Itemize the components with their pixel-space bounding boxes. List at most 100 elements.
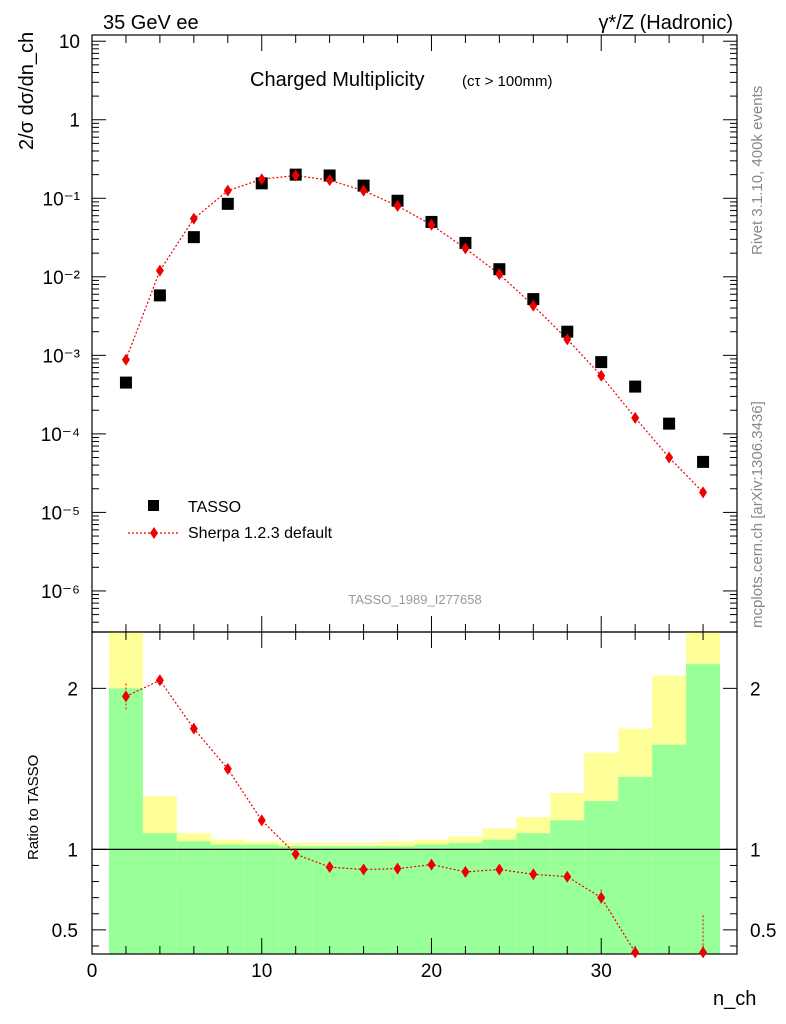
ratio-band-green (210, 844, 245, 954)
main-axis-ticks: 10⁻⁶ 10⁻⁵ 10⁻⁴ 10⁻³ 10⁻² 10⁻¹ 1 10 (41, 32, 738, 633)
ratio-band-green (516, 833, 551, 954)
ratio-band-green (686, 664, 721, 954)
sherpa-point (699, 486, 708, 499)
ratio-point (155, 674, 164, 687)
rivet-label: Rivet 3.1.10, 400k events (749, 86, 766, 255)
sherpa-point (665, 451, 674, 464)
mcplots-label: mcplots.cern.ch [arXiv:1306.3436] (749, 401, 766, 628)
y-tick-label: 10⁻⁶ (41, 582, 80, 603)
x-tick-label: 10 (251, 961, 272, 982)
ratio-plot-frame (91, 631, 738, 955)
ratio-line (125, 679, 636, 953)
sherpa-point (223, 184, 232, 197)
ratio-band-green (584, 801, 619, 954)
ratio-point (699, 946, 708, 959)
ratio-point (189, 722, 198, 735)
ratio-point (359, 863, 368, 876)
ratio-point (393, 862, 402, 875)
x-tick-label: 30 (591, 961, 612, 982)
ratio-point (257, 814, 266, 827)
sherpa-point (597, 369, 606, 382)
y-tick-label: 10 (59, 32, 80, 53)
x-tick-label: 20 (421, 961, 442, 982)
main-y-axis-label-text: 2/σ dσ/dn_ch (16, 32, 38, 150)
sherpa-point (529, 299, 538, 312)
ratio-band-green (550, 820, 585, 954)
x-axis-label: n_ch (713, 988, 756, 1010)
ratio-band-green (142, 833, 177, 954)
sherpa-point (291, 169, 300, 182)
plot-title: Charged Multiplicity (250, 69, 425, 91)
sherpa-point (359, 184, 368, 197)
final-state-label: γ*/Z (Hadronic) (599, 12, 733, 34)
ratio-y-tick-label-right: 0.5 (750, 921, 776, 942)
main-data-marks (119, 168, 710, 499)
ratio-y-tick-label: 0.5 (52, 921, 78, 942)
legend: TASSO Sherpa 1.2.3 default (128, 499, 333, 542)
ratio-point (427, 858, 436, 871)
sherpa-point (325, 174, 334, 187)
y-tick-label: 1 (69, 111, 80, 132)
ratio-band-green (380, 846, 415, 954)
plot-subtitle: (cτ > 100mm) (462, 73, 553, 90)
ratio-band-green (448, 842, 483, 954)
ratio-data-marks (121, 674, 708, 959)
sherpa-point (495, 268, 504, 281)
sherpa-point (461, 242, 470, 255)
ratio-point (461, 865, 470, 878)
sherpa-point (155, 264, 164, 277)
sherpa-line (125, 174, 704, 493)
ratio-band-green (346, 846, 381, 954)
main-y-axis-label: 2/σ dσ/dn_ch (16, 32, 38, 150)
x-tick-label: 0 (87, 961, 98, 982)
ratio-band-green (618, 776, 653, 954)
ratio-point (291, 848, 300, 861)
process-label: 35 GeV ee (103, 12, 199, 34)
tasso-point (629, 380, 642, 393)
y-tick-label: 10⁻⁴ (41, 425, 80, 446)
y-tick-label: 10⁻⁵ (41, 503, 80, 524)
ratio-bands (92, 632, 737, 954)
y-tick-label: 10⁻³ (43, 346, 81, 367)
ratio-y-tick-label-right: 1 (750, 840, 761, 861)
legend-marker-tasso (148, 500, 159, 511)
ratio-point (121, 690, 130, 703)
sherpa-point (393, 199, 402, 212)
tasso-point (187, 231, 200, 244)
ratio-point (631, 946, 640, 959)
ratio-axis-ticks: 0.5 0.51 12 20 10 20 30 (52, 632, 776, 982)
tasso-point (561, 325, 574, 338)
sherpa-point (121, 353, 130, 366)
ratio-y-tick-label: 1 (67, 840, 78, 861)
analysis-id-label: TASSO_1989_I277658 (348, 592, 481, 607)
ratio-y-axis-label: Ratio to TASSO (25, 755, 42, 860)
legend-label-tasso: TASSO (188, 499, 241, 516)
ratio-point (529, 868, 538, 881)
ratio-band-green (482, 839, 517, 954)
sherpa-point (427, 218, 436, 231)
sherpa-point (563, 333, 572, 346)
tasso-point (663, 417, 676, 430)
ratio-point (223, 762, 232, 775)
sherpa-point (189, 212, 198, 225)
ratio-point (325, 861, 334, 874)
tasso-point (221, 197, 234, 210)
ratio-band-green (278, 846, 313, 954)
main-plot-frame (91, 34, 738, 633)
tasso-point (119, 376, 132, 389)
ratio-point (597, 891, 606, 904)
ratio-y-tick-label: 2 (67, 679, 78, 700)
legend-marker-sherpa (150, 527, 158, 539)
tasso-point (595, 356, 608, 369)
x-axis-label-text: n_ch (713, 988, 756, 1010)
ratio-y-tick-label-right: 2 (750, 679, 761, 700)
tasso-point (527, 293, 540, 306)
sherpa-point (257, 173, 266, 186)
ratio-point (495, 863, 504, 876)
ratio-band-green (244, 844, 279, 954)
legend-label-sherpa: Sherpa 1.2.3 default (188, 525, 333, 542)
ratio-band-green (108, 688, 143, 954)
tasso-point (153, 289, 166, 302)
y-tick-label: 10⁻¹ (43, 189, 81, 210)
